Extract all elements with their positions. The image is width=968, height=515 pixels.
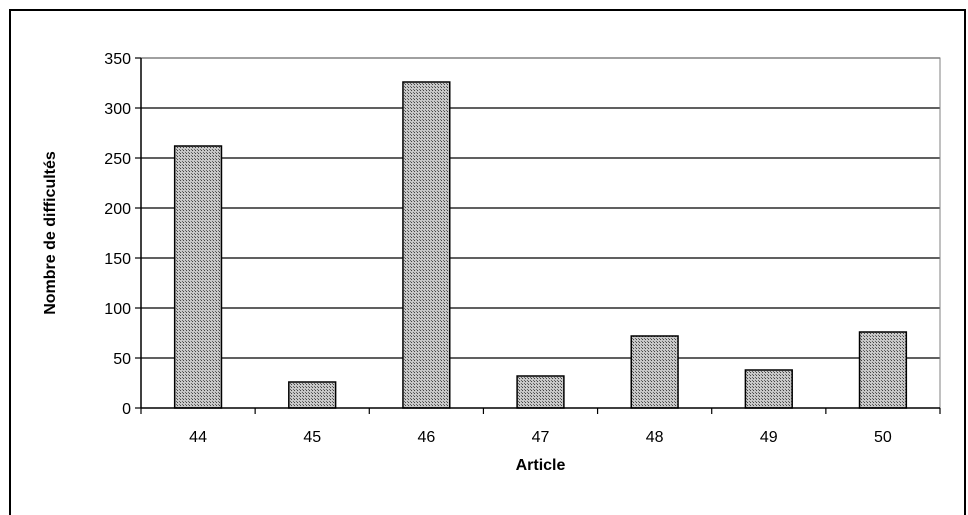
y-tick-labels: 0 50 100 150 200 250 300 350 — [104, 51, 131, 418]
x-axis-title: Article — [516, 457, 566, 474]
x-tick-label: 46 — [417, 429, 435, 446]
x-tick-label: 45 — [303, 429, 321, 446]
y-tick-label: 250 — [104, 151, 131, 168]
x-tick-label: 48 — [646, 429, 664, 446]
x-tick-label: 47 — [532, 429, 550, 446]
bar-48 — [630, 335, 679, 409]
x-tick-label: 50 — [874, 429, 892, 446]
bar-44 — [173, 145, 223, 409]
x-tick-labels: 44 45 46 47 48 49 50 — [189, 429, 892, 446]
y-tick-label: 200 — [104, 201, 131, 218]
plot-area — [140, 57, 941, 409]
y-tick-label: 300 — [104, 101, 131, 118]
y-tick-label: 50 — [113, 351, 131, 368]
bar-50 — [858, 331, 908, 409]
x-tick-label: 49 — [760, 429, 778, 446]
y-tick-label: 150 — [104, 251, 131, 268]
x-tick-label: 44 — [189, 429, 207, 446]
y-tick-label: 350 — [104, 51, 131, 68]
y-tick-label: 100 — [104, 301, 131, 318]
y-axis-title: Nombre de difficultés — [42, 151, 59, 315]
gridlines — [141, 57, 940, 359]
bar-46 — [402, 81, 451, 409]
chart-frame — [9, 9, 966, 515]
axes — [135, 57, 941, 414]
bar-49 — [744, 369, 793, 409]
bars — [173, 81, 908, 409]
y-tick-label: 0 — [122, 401, 131, 418]
bar-47 — [516, 375, 565, 409]
bar-45 — [288, 381, 337, 409]
